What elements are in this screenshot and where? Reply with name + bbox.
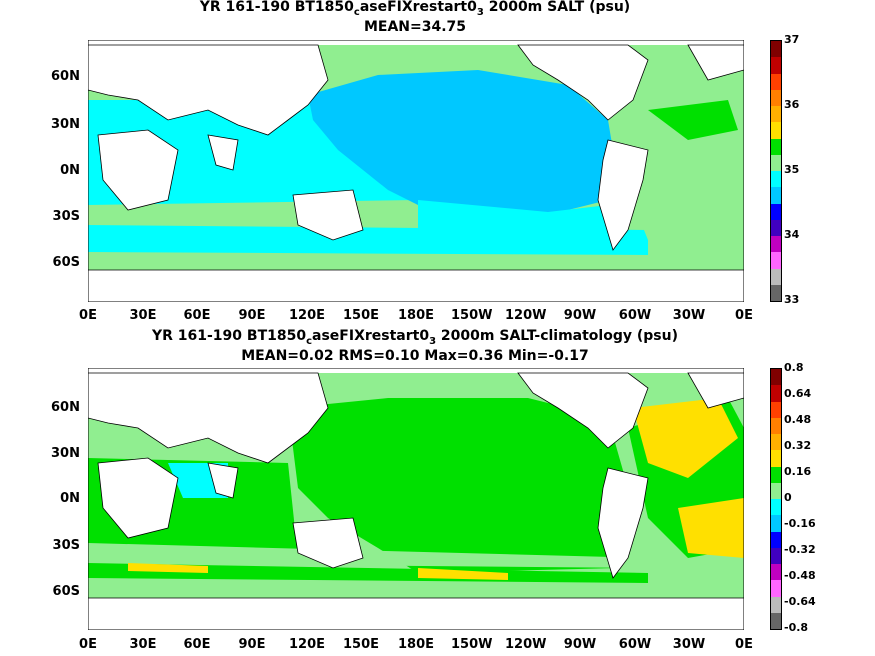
panel2-colorbar-tick: 0.64 (784, 387, 812, 400)
panel2-colorbar-tick: 0.8 (784, 361, 804, 374)
panel1-lon-30e: 30E (129, 308, 157, 323)
panel2-colorbar-tick: -0.16 (784, 517, 816, 530)
panel2-colorbar-tick: -0.48 (784, 569, 816, 582)
panel1-lat-60n: 60N (51, 69, 80, 84)
panel2-colorbar (770, 368, 782, 630)
panel1-lon-60e: 60E (183, 308, 211, 323)
panel1-lon-0e: 0E (79, 308, 97, 323)
colorbar-swatch (771, 580, 781, 597)
panel2-lon-90e: 90E (238, 637, 266, 652)
panel2-lon-150e: 150E (342, 637, 380, 652)
panel2-lon-120e: 120E (288, 637, 326, 652)
colorbar-swatch (771, 138, 781, 155)
colorbar-swatch (771, 401, 781, 418)
panel1-colorbar (770, 40, 782, 302)
panel2-lon-180e: 180E (397, 637, 435, 652)
colorbar-swatch (771, 236, 781, 253)
colorbar-swatch (771, 252, 781, 269)
panel2-lon-120w: 120W (505, 637, 547, 652)
panel2-lat-60s: 60S (52, 584, 80, 599)
colorbar-swatch (771, 499, 781, 516)
colorbar-swatch (771, 89, 781, 106)
panel2-lon-0e: 0E (79, 637, 97, 652)
panel2-stats: MEAN=0.02 RMS=0.10 Max=0.36 Min=-0.17 (241, 348, 589, 364)
colorbar-swatch (771, 596, 781, 613)
panel2-lon-30w: 30W (672, 637, 706, 652)
colorbar-swatch (771, 547, 781, 564)
panel1-lon-120w: 120W (505, 308, 547, 323)
panel2-title: YR 161-190 BT1850caseFIXrestart03 2000m … (151, 328, 678, 347)
colorbar-swatch (771, 466, 781, 483)
colorbar-swatch (771, 154, 781, 171)
panel1-colorbar-tick: 35 (784, 163, 800, 176)
panel1-colorbar-tick: 36 (784, 98, 800, 111)
panel2-colorbar-tick: -0.32 (784, 543, 816, 556)
panel1-lon-150e: 150E (342, 308, 380, 323)
panel2-lat-0n: 0N (60, 491, 80, 506)
colorbar-swatch (771, 434, 781, 451)
colorbar-swatch (771, 612, 781, 629)
colorbar-swatch (771, 531, 781, 548)
panel2-lon-0e-end: 0E (735, 637, 753, 652)
panel2-colorbar-tick: 0.48 (784, 413, 812, 426)
panel1-lon-0e-end: 0E (735, 308, 753, 323)
colorbar-swatch (771, 187, 781, 204)
panel1-lon-180e: 180E (397, 308, 435, 323)
colorbar-swatch (771, 122, 781, 139)
panel2-lat-30s: 30S (52, 538, 80, 553)
colorbar-swatch (771, 106, 781, 123)
panel2-lat-30n: 30N (51, 446, 80, 461)
panel2-colorbar-tick: 0 (784, 491, 792, 504)
panel2-colorbar-tick: 0.32 (784, 439, 812, 452)
colorbar-swatch (771, 450, 781, 467)
colorbar-swatch (771, 482, 781, 499)
panel2-lat-60n: 60N (51, 400, 80, 415)
panel2-anomaly-map (88, 368, 744, 630)
colorbar-swatch (771, 219, 781, 236)
panel1-colorbar-tick: 37 (784, 33, 800, 46)
colorbar-swatch (771, 515, 781, 532)
panel1-lon-90w: 90W (563, 308, 597, 323)
panel2-lon-60e: 60E (183, 637, 211, 652)
panel1-lat-60s: 60S (52, 255, 80, 270)
panel1-colorbar-tick: 34 (784, 228, 800, 241)
panel1-colorbar-tick: 33 (784, 293, 800, 306)
panel1-stats: MEAN=34.75 (363, 19, 467, 35)
panel2-lon-150w: 150W (451, 637, 493, 652)
colorbar-swatch (771, 369, 781, 386)
panel1-title: YR 161-190 BT1850caseFIXrestart03 2000m … (199, 0, 631, 18)
panel1-salinity-map (88, 40, 744, 302)
panel2-lon-90w: 90W (563, 637, 597, 652)
panel1-lon-90e: 90E (238, 308, 266, 323)
colorbar-swatch (771, 57, 781, 74)
colorbar-swatch (771, 385, 781, 402)
panel1-lon-30w: 30W (672, 308, 706, 323)
colorbar-swatch (771, 73, 781, 90)
panel2-colorbar-tick: -0.64 (784, 595, 816, 608)
panel1-lat-0n: 0N (60, 163, 80, 178)
colorbar-swatch (771, 268, 781, 285)
panel1-lat-30n: 30N (51, 117, 80, 132)
colorbar-swatch (771, 417, 781, 434)
panel1-lon-120e: 120E (288, 308, 326, 323)
panel1-lon-150w: 150W (451, 308, 493, 323)
colorbar-swatch (771, 564, 781, 581)
panel2-colorbar-tick: -0.8 (784, 621, 809, 634)
panel2-lon-30e: 30E (129, 637, 157, 652)
panel2-colorbar-tick: 0.16 (784, 465, 812, 478)
panel1-lat-30s: 30S (52, 209, 80, 224)
colorbar-swatch (771, 284, 781, 301)
panel2-lon-60w: 60W (618, 637, 652, 652)
panel1-lon-60w: 60W (618, 308, 652, 323)
colorbar-swatch (771, 41, 781, 58)
colorbar-swatch (771, 203, 781, 220)
colorbar-swatch (771, 171, 781, 188)
